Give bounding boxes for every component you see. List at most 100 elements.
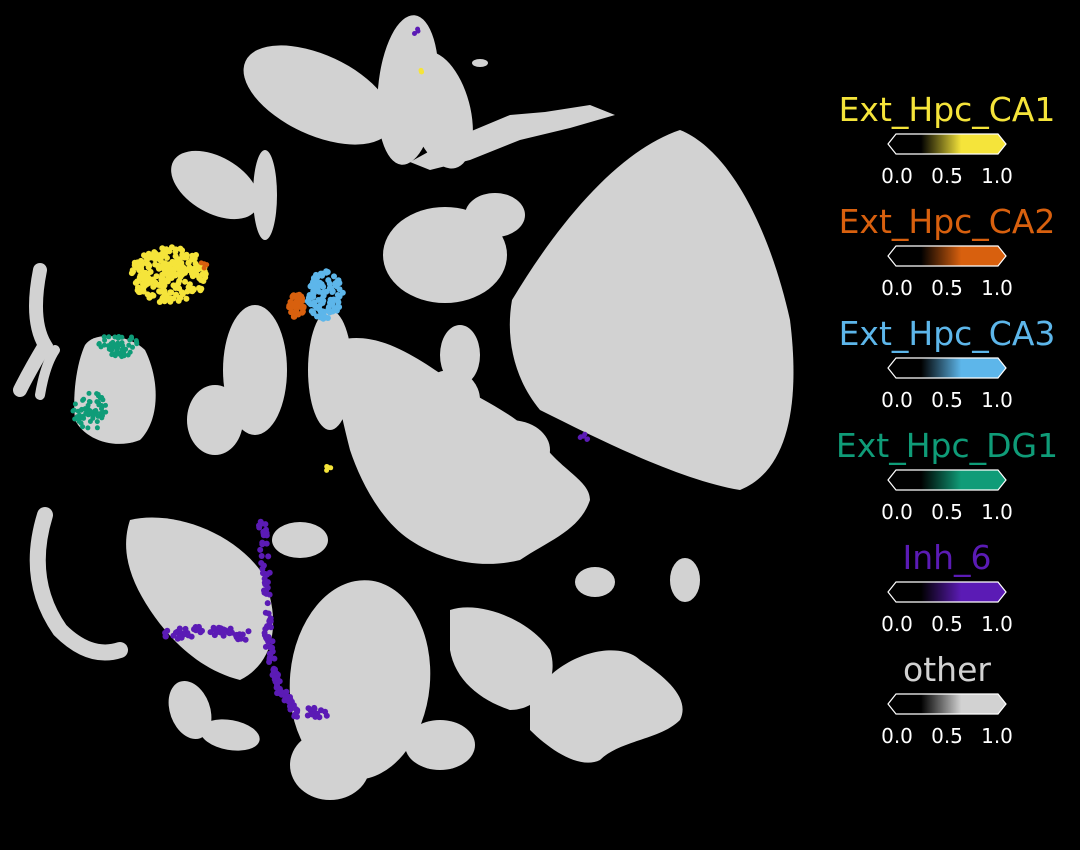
cell-point (81, 415, 87, 421)
cell-point (264, 600, 271, 607)
cell-point (178, 259, 185, 266)
cell-point (159, 245, 166, 252)
cell-point (97, 395, 103, 401)
cell-point (276, 685, 283, 692)
cell-point (201, 261, 207, 267)
colorbar (887, 357, 1007, 379)
cell-point (317, 297, 324, 304)
cell-point (142, 253, 149, 260)
cell-point (263, 571, 270, 578)
cell-point (263, 590, 270, 597)
cell-point (197, 629, 204, 636)
cell-cluster (405, 720, 475, 770)
cell-point (185, 632, 192, 639)
legend-title: Ext_Hpc_CA2 (838, 202, 1056, 241)
cell-point (192, 265, 199, 272)
cell-point (91, 412, 97, 418)
cell-point (153, 273, 160, 280)
cell-point (322, 708, 329, 715)
cell-point (311, 275, 318, 282)
cell-point (183, 295, 190, 302)
cell-point (74, 414, 80, 420)
cell-point (339, 289, 346, 296)
cell-point (283, 688, 290, 695)
cell-point (201, 265, 207, 271)
colorbar-ticks: 0.0 0.5 1.0 (872, 276, 1022, 300)
cell-cluster (200, 719, 260, 751)
cell-point (159, 250, 166, 257)
cell-point (169, 266, 176, 273)
cell-point (263, 634, 269, 641)
cell-point (289, 293, 296, 300)
cell-point (328, 285, 335, 292)
cell-cluster (289, 580, 431, 780)
cell-cluster (187, 385, 243, 455)
cell-point (326, 280, 333, 287)
cell-point (308, 711, 315, 718)
cell-point (271, 655, 278, 662)
cell-point (202, 271, 209, 277)
cell-point (239, 631, 246, 638)
cell-point (292, 300, 299, 306)
cell-point (176, 633, 183, 640)
cell-point (582, 431, 588, 437)
other-cell-clusters (13, 15, 794, 800)
cell-cluster (530, 650, 683, 763)
cell-point (140, 269, 147, 276)
cell-point (121, 352, 126, 358)
cell-cluster (420, 370, 480, 430)
cell-point (320, 312, 327, 319)
colorbar-tick-label: 1.0 (981, 612, 1013, 636)
cell-point (177, 273, 184, 280)
cell-cluster (253, 150, 277, 240)
colorbar (887, 693, 1007, 715)
cell-point (101, 342, 107, 348)
cell-point (126, 342, 132, 348)
cell-point (184, 288, 191, 295)
colorbar-tick-label: 1.0 (981, 276, 1013, 300)
cell-point (136, 289, 143, 296)
legend: Ext_Hpc_CA1 0.0 0.5 1.0 Ext_Hpc_CA2 0.0 … (822, 90, 1072, 762)
cell-point (257, 546, 264, 553)
cell-point (286, 304, 293, 311)
cell-point (324, 464, 330, 469)
cell-point (266, 650, 273, 657)
legend-entry-ext-hpc-ca3: Ext_Hpc_CA3 0.0 0.5 1.0 (822, 314, 1072, 426)
cell-point (298, 303, 305, 310)
cell-point (170, 295, 177, 302)
cell-point (149, 292, 156, 298)
colorbar-ticks: 0.0 0.5 1.0 (872, 724, 1022, 748)
cell-point (81, 396, 87, 402)
cell-point (78, 407, 84, 413)
colorbar (887, 581, 1007, 603)
cell-point (94, 425, 100, 431)
cell-cluster (126, 517, 274, 680)
colorbar (887, 245, 1007, 267)
cell-point (198, 277, 204, 283)
cell-point (258, 553, 265, 559)
legend-entry-ext-hpc-dg1: Ext_Hpc_DG1 0.0 0.5 1.0 (822, 426, 1072, 538)
cell-point (323, 268, 330, 275)
cell-point (185, 259, 192, 266)
cell-point (335, 277, 342, 284)
colorbar-tick-label: 0.0 (881, 500, 913, 524)
legend-entry-ext-hpc-ca2: Ext_Hpc_CA2 0.0 0.5 1.0 (822, 202, 1072, 314)
cell-point (101, 334, 107, 340)
cell-cluster (465, 193, 525, 237)
cell-point (173, 258, 179, 265)
cell-cluster (509, 130, 794, 490)
cell-point (175, 280, 182, 287)
cell-point (127, 337, 133, 343)
cell-point (319, 272, 325, 279)
cell-point (96, 341, 102, 347)
colorbar (887, 469, 1007, 491)
legend-title: other (903, 650, 991, 689)
cell-point (106, 334, 112, 340)
cell-cluster (29, 507, 128, 661)
cell-point (304, 298, 311, 305)
cell-point (265, 553, 272, 560)
colorbar-gradient (887, 245, 1007, 267)
cell-point (331, 305, 338, 312)
cell-point (312, 285, 319, 292)
cell-point (335, 299, 342, 306)
